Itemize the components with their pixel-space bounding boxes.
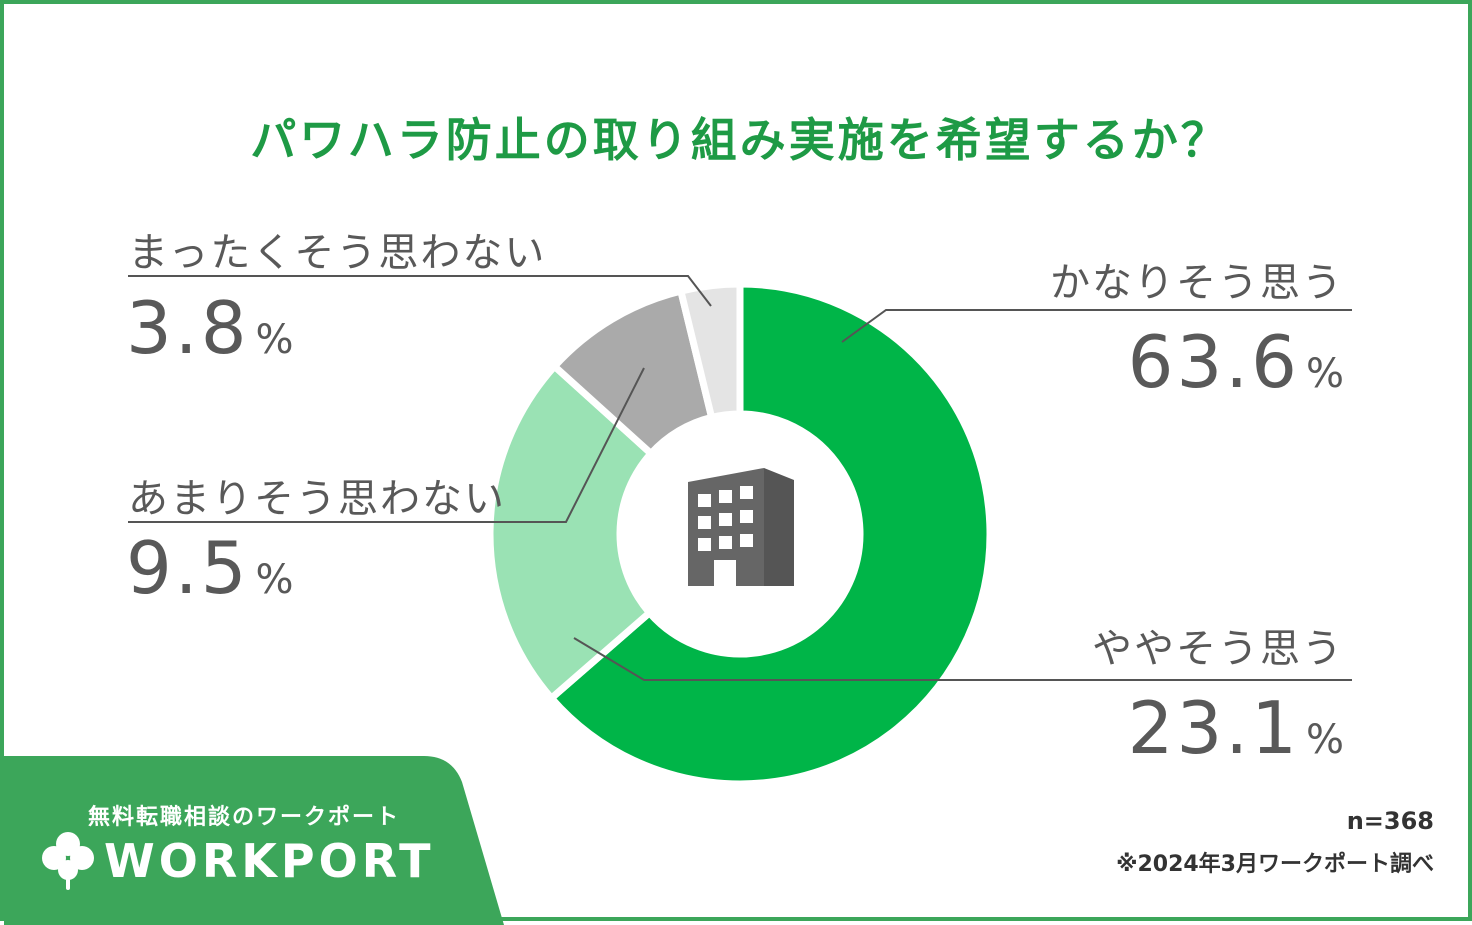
slice-value-number: 63.6 [1127,320,1300,404]
source-note: ※2024年3月ワークポート調べ [1116,852,1434,877]
leader-strongly-disagree [128,275,712,307]
percent-unit: % [1305,351,1344,397]
slice-label-somewhat-disagree: あまりそう思わない [128,476,506,522]
slice-value-number: 9.5 [126,526,250,610]
brand-tagline: 無料転職相談のワークポート [88,805,401,830]
chart-title: パワハラ防止の取り組み実施を希望するか？ [250,113,1230,167]
donut-slice-strongly-disagree [676,280,744,422]
slice-label-strongly-agree: かなりそう思う [1050,260,1344,306]
donut-slice-strongly-agree [546,280,994,788]
clover-icon [42,832,94,890]
donut-slice-somewhat-agree [486,361,656,704]
slice-label-somewhat-agree: ややそう思う [1092,626,1344,672]
percent-unit: % [1305,717,1344,763]
slice-value-somewhat-agree: 23.1% [1128,686,1344,770]
slice-value-number: 3.8 [126,286,250,370]
slice-label-strongly-disagree: まったくそう思わない [128,230,547,276]
slice-value-strongly-disagree: 3.8% [126,286,294,370]
slice-value-number: 23.1 [1127,686,1300,770]
sample-size: n=368 [1346,807,1434,835]
leader-lines [128,275,1352,681]
leader-somewhat-agree [573,637,1352,681]
brand-panel [4,756,504,925]
percent-unit: % [255,317,294,363]
office-building-icon [688,468,794,586]
percent-unit: % [255,557,294,603]
donut-slices [486,280,994,788]
donut-chart [128,275,1352,788]
brand-logo: WORKPORT [104,834,435,888]
slice-value-somewhat-disagree: 9.5% [126,526,294,610]
leader-strongly-agree [841,309,1352,343]
leader-somewhat-disagree [128,367,645,523]
slice-value-strongly-agree: 63.6% [1128,320,1344,404]
